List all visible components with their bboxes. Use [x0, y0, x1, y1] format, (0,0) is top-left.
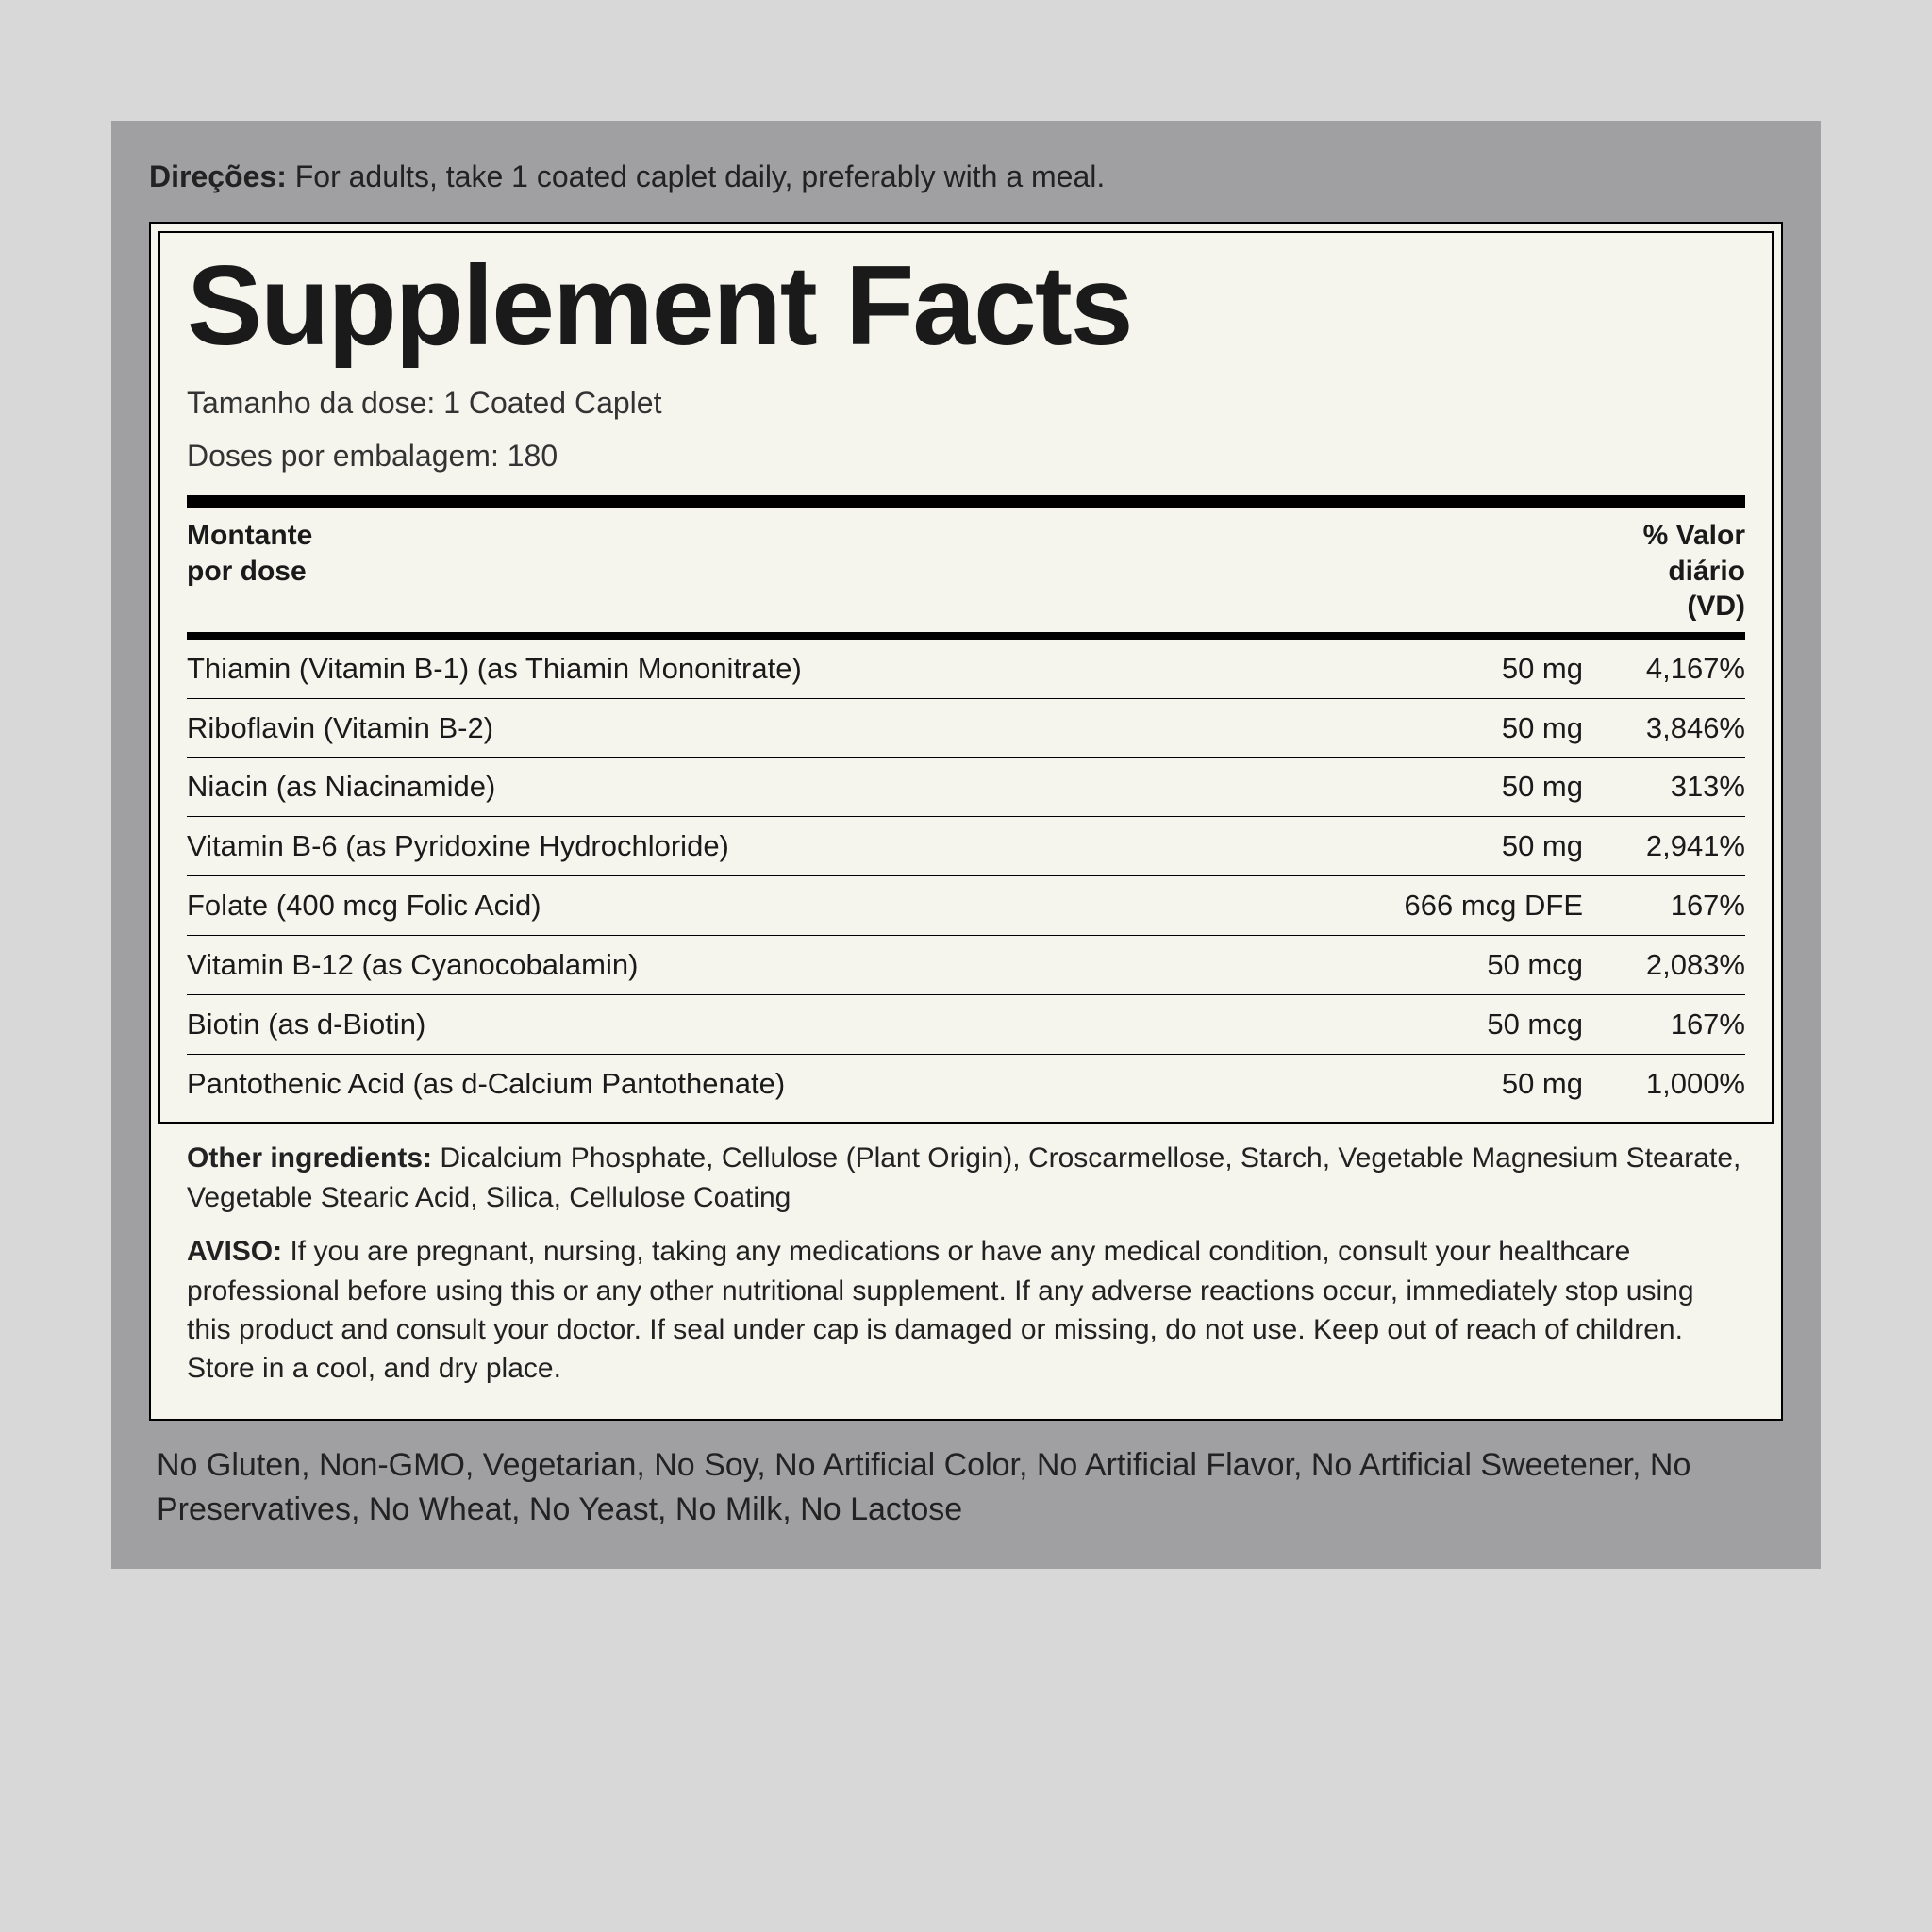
nutrient-amount: 50 mg — [1349, 708, 1594, 748]
nutrient-row: Pantothenic Acid (as d-Calcium Pantothen… — [187, 1055, 1745, 1113]
nutrient-name: Riboflavin (Vitamin B-2) — [187, 708, 1349, 748]
col-amount-header: Montante por dose — [187, 518, 312, 625]
nutrient-amount: 50 mg — [1349, 767, 1594, 807]
column-headers: Montante por dose % Valor diário (VD) — [187, 508, 1745, 632]
nutrient-row: Niacin (as Niacinamide)50 mg313% — [187, 758, 1745, 817]
nutrient-amount: 50 mg — [1349, 1064, 1594, 1104]
serving-size: Tamanho da dose: 1 Coated Caplet — [187, 380, 1745, 425]
nutrient-dv: 313% — [1594, 767, 1745, 807]
nutrient-name: Biotin (as d-Biotin) — [187, 1005, 1349, 1044]
nutrient-name: Vitamin B-6 (as Pyridoxine Hydrochloride… — [187, 826, 1349, 866]
claims: No Gluten, Non-GMO, Vegetarian, No Soy, … — [149, 1421, 1783, 1533]
nutrient-dv: 2,083% — [1594, 945, 1745, 985]
nutrient-rows: Thiamin (Vitamin B-1) (as Thiamin Mononi… — [187, 640, 1745, 1113]
serving-size-label: Tamanho da dose: — [187, 386, 443, 420]
supplement-facts-box: Supplement Facts Tamanho da dose: 1 Coat… — [149, 222, 1783, 1421]
below-box: Other ingredients: Dicalcium Phosphate, … — [158, 1124, 1774, 1410]
nutrient-row: Vitamin B-12 (as Cyanocobalamin)50 mcg2,… — [187, 936, 1745, 995]
nutrient-name: Pantothenic Acid (as d-Calcium Pantothen… — [187, 1064, 1349, 1104]
nutrient-row: Folate (400 mcg Folic Acid)666 mcg DFE16… — [187, 876, 1745, 936]
nutrient-row: Riboflavin (Vitamin B-2)50 mg3,846% — [187, 699, 1745, 758]
other-ingredients-label: Other ingredients: — [187, 1142, 432, 1174]
servings-value: 180 — [508, 439, 558, 473]
nutrient-dv: 167% — [1594, 886, 1745, 925]
supplement-facts-inner: Supplement Facts Tamanho da dose: 1 Coat… — [158, 231, 1774, 1124]
nutrient-dv: 1,000% — [1594, 1064, 1745, 1104]
nutrient-amount: 50 mcg — [1349, 1005, 1594, 1044]
nutrient-name: Vitamin B-12 (as Cyanocobalamin) — [187, 945, 1349, 985]
nutrient-dv: 4,167% — [1594, 649, 1745, 689]
nutrient-row: Biotin (as d-Biotin)50 mcg167% — [187, 995, 1745, 1055]
nutrient-amount: 666 mcg DFE — [1349, 886, 1594, 925]
nutrient-name: Niacin (as Niacinamide) — [187, 767, 1349, 807]
nutrient-name: Folate (400 mcg Folic Acid) — [187, 886, 1349, 925]
serving-size-value: 1 Coated Caplet — [443, 386, 661, 420]
warning: AVISO: If you are pregnant, nursing, tak… — [187, 1232, 1745, 1389]
nutrient-amount: 50 mg — [1349, 826, 1594, 866]
nutrient-row: Thiamin (Vitamin B-1) (as Thiamin Mononi… — [187, 640, 1745, 699]
facts-title: Supplement Facts — [187, 233, 1745, 373]
label-panel: Direções: For adults, take 1 coated capl… — [111, 121, 1821, 1569]
directions: Direções: For adults, take 1 coated capl… — [149, 157, 1783, 197]
warning-label: AVISO: — [187, 1236, 282, 1267]
directions-text: For adults, take 1 coated caplet daily, … — [287, 159, 1105, 193]
directions-label: Direções: — [149, 159, 287, 193]
nutrient-dv: 3,846% — [1594, 708, 1745, 748]
nutrient-amount: 50 mcg — [1349, 945, 1594, 985]
nutrient-dv: 167% — [1594, 1005, 1745, 1044]
other-ingredients: Other ingredients: Dicalcium Phosphate, … — [187, 1139, 1745, 1217]
nutrient-amount: 50 mg — [1349, 649, 1594, 689]
col-dv-header: % Valor diário (VD) — [1643, 518, 1745, 625]
nutrient-row: Vitamin B-6 (as Pyridoxine Hydrochloride… — [187, 817, 1745, 876]
nutrient-dv: 2,941% — [1594, 826, 1745, 866]
thick-rule — [187, 495, 1745, 508]
servings-label: Doses por embalagem: — [187, 439, 508, 473]
warning-text: If you are pregnant, nursing, taking any… — [187, 1236, 1694, 1384]
servings-per-container: Doses por embalagem: 180 — [187, 433, 1745, 478]
mid-rule — [187, 632, 1745, 640]
nutrient-name: Thiamin (Vitamin B-1) (as Thiamin Mononi… — [187, 649, 1349, 689]
